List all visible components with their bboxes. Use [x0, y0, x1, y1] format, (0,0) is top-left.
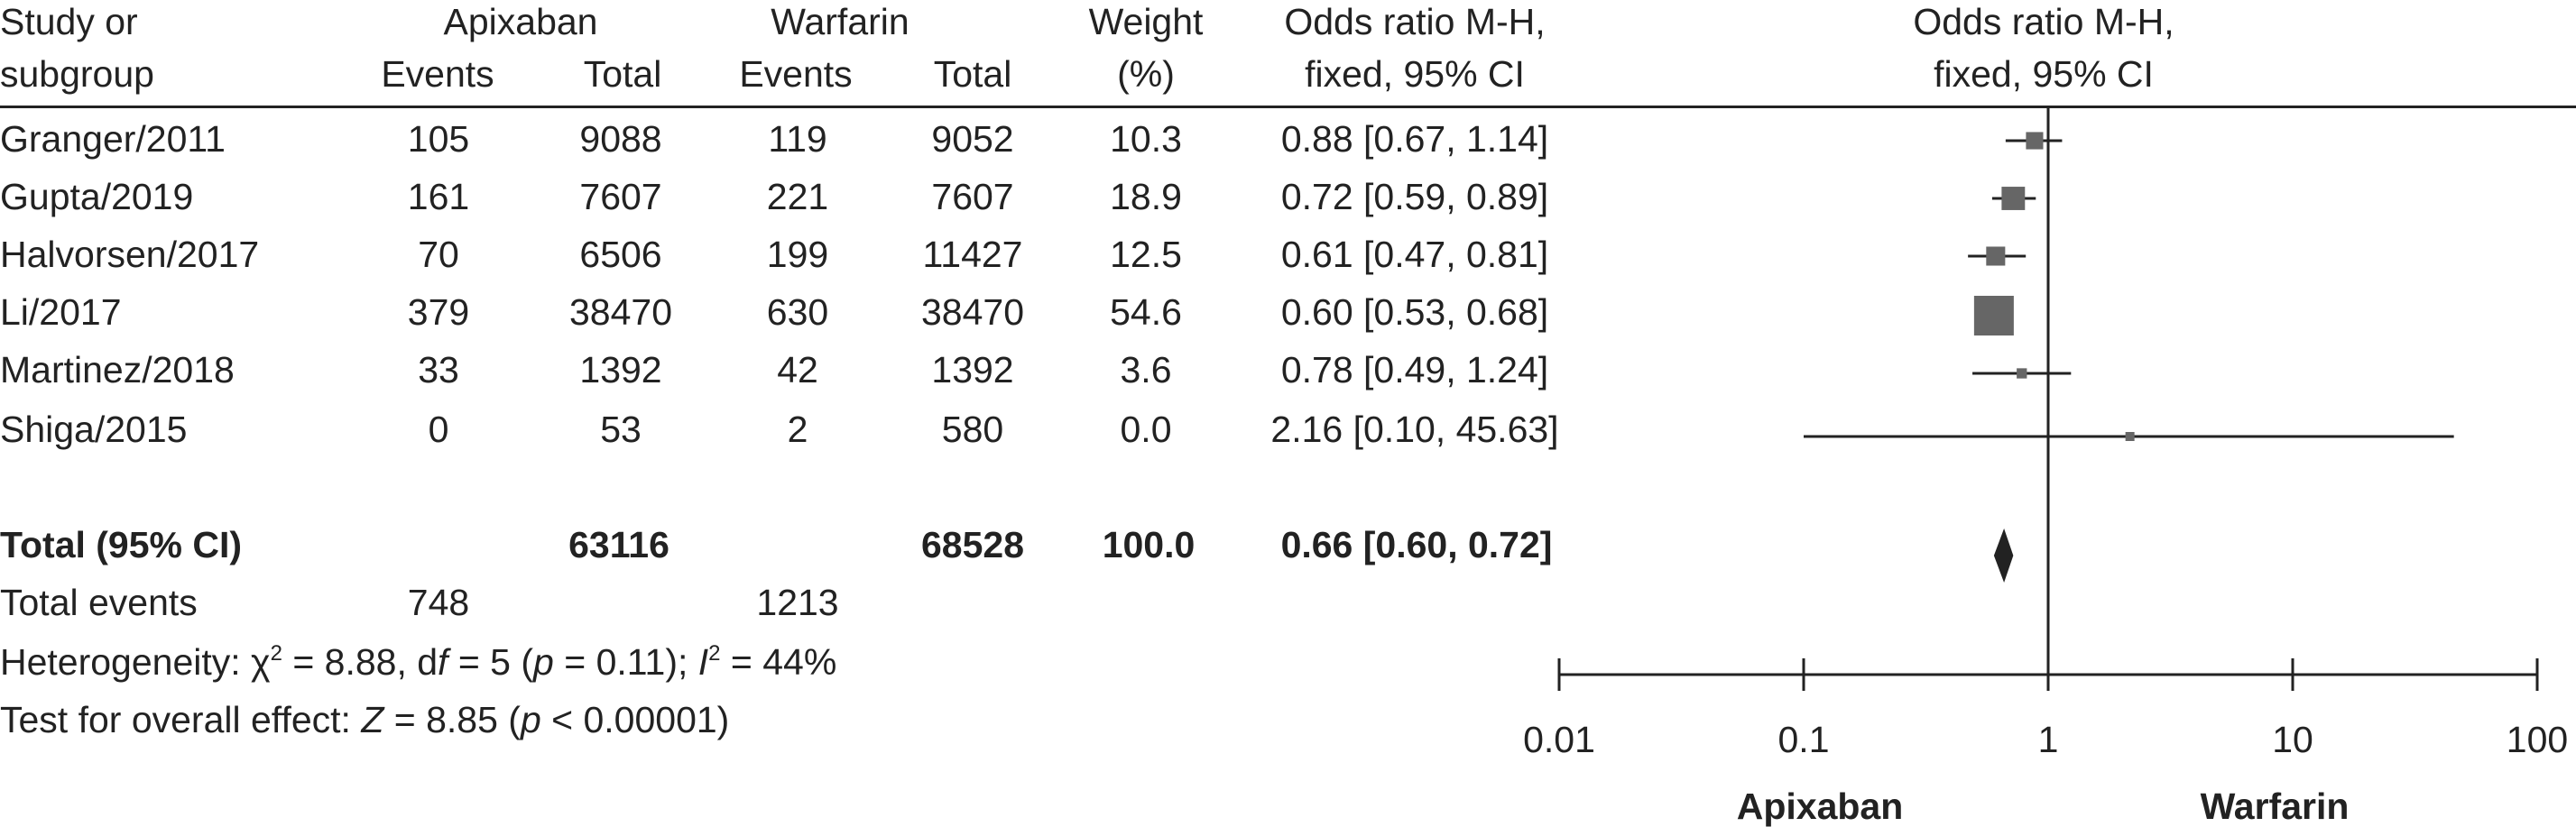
apixaban-total: 6506	[579, 234, 662, 275]
header-warfarin-events: Events	[739, 53, 853, 95]
or-ci: 0.60 [0.53, 0.68]	[1280, 291, 1549, 333]
apixaban-events: 161	[407, 176, 470, 217]
apixaban-total: 38470	[568, 291, 673, 333]
x-tick-label: 0.1	[1778, 719, 1830, 760]
header-plot-line2: fixed, 95% CI	[1934, 53, 2154, 95]
pooled-diamond	[1993, 528, 2014, 583]
apixaban-total: 1392	[579, 349, 662, 391]
warfarin-events: 42	[777, 349, 818, 391]
or-ci: 0.78 [0.49, 1.24]	[1280, 349, 1549, 391]
study-point-marker	[2001, 187, 2026, 210]
weight: 18.9	[1110, 176, 1182, 217]
apixaban-total: 9088	[579, 118, 662, 160]
header-study-line1: Study or	[0, 1, 138, 42]
warfarin-events: 199	[766, 234, 829, 275]
header-apixaban-events: Events	[381, 53, 494, 95]
warfarin-total: 11427	[922, 234, 1023, 275]
header-study-line2: subgroup	[0, 53, 154, 95]
weight: 10.3	[1110, 118, 1182, 160]
apixaban-events: 0	[428, 409, 449, 450]
study-point-marker	[1986, 246, 2006, 266]
weight: 3.6	[1120, 349, 1172, 391]
total-events-label: Total events	[0, 582, 198, 623]
total-ci: 0.66 [0.60, 0.72]	[1280, 524, 1553, 565]
header-or-line1: Odds ratio M-H,	[1284, 1, 1546, 42]
header-weight-line1: Weight	[1088, 1, 1204, 42]
x-tick-label: 10	[2272, 719, 2313, 760]
header-divider	[0, 106, 2576, 108]
heterogeneity-text: Heterogeneity: χ2 = 8.88, df = 5 (p = 0.…	[0, 641, 837, 683]
study-name: Li/2017	[0, 291, 122, 333]
header-plot-line1: Odds ratio M-H,	[1913, 1, 2174, 42]
warfarin-total: 38470	[920, 291, 1025, 333]
study-point-marker	[1973, 296, 2014, 335]
total-label: Total (95% CI)	[0, 524, 243, 565]
study-name: Halvorsen/2017	[0, 234, 260, 275]
warfarin-events: 221	[766, 176, 829, 217]
or-ci: 0.72 [0.59, 0.89]	[1280, 176, 1549, 217]
weight: 54.6	[1110, 291, 1182, 333]
study-point-marker	[2017, 368, 2027, 379]
apixaban-events: 105	[407, 118, 470, 160]
favours-apixaban-label: Apixaban	[1737, 786, 1904, 827]
apixaban-events: 70	[418, 234, 459, 275]
study-name: Martinez/2018	[0, 349, 235, 391]
overall-effect-text: Test for overall effect: Z = 8.85 (p < 0…	[0, 699, 730, 740]
header-warfarin-total: Total	[933, 53, 1012, 95]
x-tick-label: 100	[2507, 719, 2568, 760]
header-weight-line2: (%)	[1117, 53, 1175, 95]
header-or-line2: fixed, 95% CI	[1305, 53, 1525, 95]
or-ci: 2.16 [0.10, 45.63]	[1270, 409, 1559, 450]
warfarin-total: 580	[941, 409, 1004, 450]
header-warfarin: Warfarin	[771, 1, 909, 42]
weight: 12.5	[1110, 234, 1182, 275]
study-point-marker	[2125, 432, 2135, 441]
study-name: Granger/2011	[0, 118, 226, 160]
apixaban-total: 53	[600, 409, 642, 450]
total-events-apixaban: 748	[407, 582, 470, 623]
apixaban-total: 7607	[579, 176, 662, 217]
or-ci: 0.61 [0.47, 0.81]	[1280, 234, 1549, 275]
warfarin-events: 630	[766, 291, 829, 333]
total-warfarin-total: 68528	[920, 524, 1025, 565]
weight: 0.0	[1120, 409, 1172, 450]
study-name: Shiga/2015	[0, 409, 188, 450]
header-apixaban-total: Total	[583, 53, 662, 95]
x-tick-label: 1	[2038, 719, 2059, 760]
favours-warfarin-label: Warfarin	[2201, 786, 2350, 827]
warfarin-total: 7607	[931, 176, 1014, 217]
total-events-warfarin: 1213	[756, 582, 839, 623]
x-tick-label: 0.01	[1523, 719, 1595, 760]
warfarin-events: 2	[787, 409, 808, 450]
or-ci: 0.88 [0.67, 1.14]	[1280, 118, 1549, 160]
header-apixaban: Apixaban	[443, 1, 598, 42]
warfarin-total: 9052	[931, 118, 1014, 160]
warfarin-total: 1392	[931, 349, 1014, 391]
total-apixaban-total: 63116	[568, 524, 669, 565]
study-point-marker	[2026, 132, 2044, 150]
total-weight: 100.0	[1102, 524, 1196, 565]
apixaban-events: 379	[407, 291, 470, 333]
warfarin-events: 119	[768, 118, 827, 160]
apixaban-events: 33	[418, 349, 459, 391]
study-name: Gupta/2019	[0, 176, 194, 217]
